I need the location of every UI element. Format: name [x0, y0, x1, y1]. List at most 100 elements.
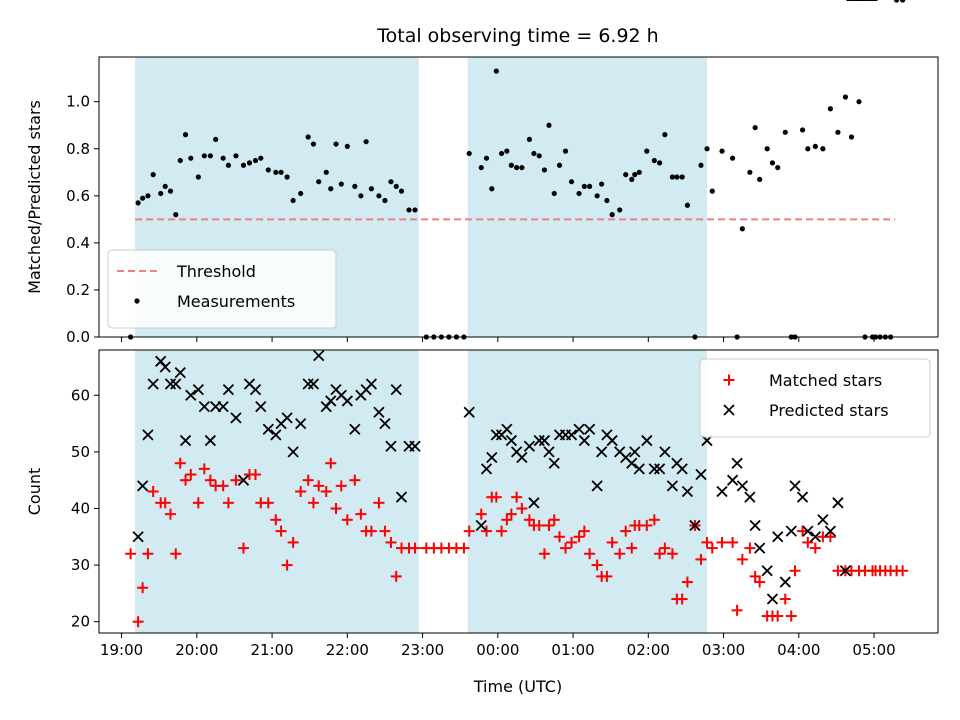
data-point [568, 179, 575, 185]
data-point [782, 129, 788, 135]
data-point [820, 146, 826, 152]
data-point [262, 423, 274, 435]
data-point [164, 508, 176, 520]
data-point [689, 519, 701, 532]
data-point [749, 519, 761, 532]
data-point [486, 451, 498, 464]
data-point [659, 446, 671, 458]
data-point [145, 193, 151, 199]
data-point [560, 542, 572, 554]
data-point [684, 202, 691, 208]
data-point [250, 469, 262, 481]
data-point [365, 378, 378, 390]
data-point [466, 150, 472, 157]
data-point [749, 570, 761, 582]
data-point [573, 423, 585, 435]
data-point [365, 525, 377, 537]
data-point [349, 474, 361, 486]
data-point [701, 536, 713, 548]
data-point [594, 193, 600, 199]
data-point [252, 157, 259, 164]
data-point [305, 134, 311, 140]
data-point [284, 174, 290, 180]
data-point [648, 514, 660, 526]
data-point [591, 480, 603, 492]
data-point [295, 417, 307, 430]
data-point [204, 434, 217, 447]
data-point [173, 212, 179, 218]
data-point [316, 179, 322, 185]
data-point [167, 188, 174, 194]
data-point [526, 136, 533, 142]
data-point [676, 463, 688, 475]
data-point [352, 183, 358, 190]
y-axis-label: Count [25, 468, 44, 516]
data-point [258, 155, 264, 161]
data-point [817, 514, 829, 526]
y-tick-label: 60 [71, 386, 90, 404]
data-point [764, 146, 770, 152]
data-point [809, 542, 821, 554]
data-point [772, 610, 784, 622]
data-point [170, 378, 182, 390]
data-point [132, 616, 144, 628]
data-point [716, 536, 728, 548]
data-point [295, 486, 307, 497]
data-point [599, 181, 605, 187]
y-tick-label: 0.6 [66, 187, 90, 205]
data-point [406, 207, 412, 213]
axes-frame [98, 349, 939, 634]
data-point [681, 576, 693, 588]
data-point [478, 164, 484, 171]
data-point [496, 525, 508, 537]
data-point [330, 502, 342, 514]
data-point [287, 536, 299, 548]
data-point [802, 525, 814, 537]
data-point [757, 176, 763, 182]
data-point [731, 604, 743, 616]
data-point [379, 525, 391, 537]
data-point [766, 593, 779, 605]
data-point [606, 536, 618, 548]
data-point [636, 169, 642, 175]
data-point [824, 531, 836, 543]
data-point [307, 378, 320, 390]
data-point [747, 169, 753, 175]
data-point [706, 542, 718, 554]
data-point [142, 548, 154, 560]
data-point [839, 565, 852, 577]
data-point [744, 491, 756, 503]
data-point [641, 434, 653, 447]
legend-swatch [723, 374, 735, 386]
data-point [519, 164, 525, 171]
data-point [623, 172, 629, 178]
data-point [201, 153, 207, 159]
data-point [543, 519, 555, 531]
data-point [656, 160, 663, 166]
legend-box [107, 249, 337, 329]
data-point [731, 457, 743, 469]
data-point [501, 514, 513, 526]
data-point [548, 457, 560, 469]
y-axis-label: Matched/Predicted stars [25, 100, 44, 294]
data-point [325, 395, 337, 407]
data-point [180, 474, 192, 486]
data-point [132, 531, 144, 543]
data-point [508, 162, 514, 168]
data-point [604, 197, 610, 204]
legend-label: Measurements [177, 292, 295, 311]
x-tick-label: 02:00 [627, 641, 670, 659]
data-point [796, 491, 809, 503]
chart-title: Total observing time = 6.92 h [376, 25, 658, 47]
axes-frame [98, 56, 939, 338]
data-point [528, 497, 540, 509]
data-point [341, 395, 353, 407]
data-point [390, 570, 402, 582]
data-point [273, 169, 279, 175]
data-point [395, 491, 408, 503]
data-point [325, 457, 337, 469]
data-point [249, 383, 262, 396]
observing-span-1 [467, 350, 707, 633]
x-tick-label: 20:00 [175, 641, 218, 659]
data-point [307, 497, 319, 509]
